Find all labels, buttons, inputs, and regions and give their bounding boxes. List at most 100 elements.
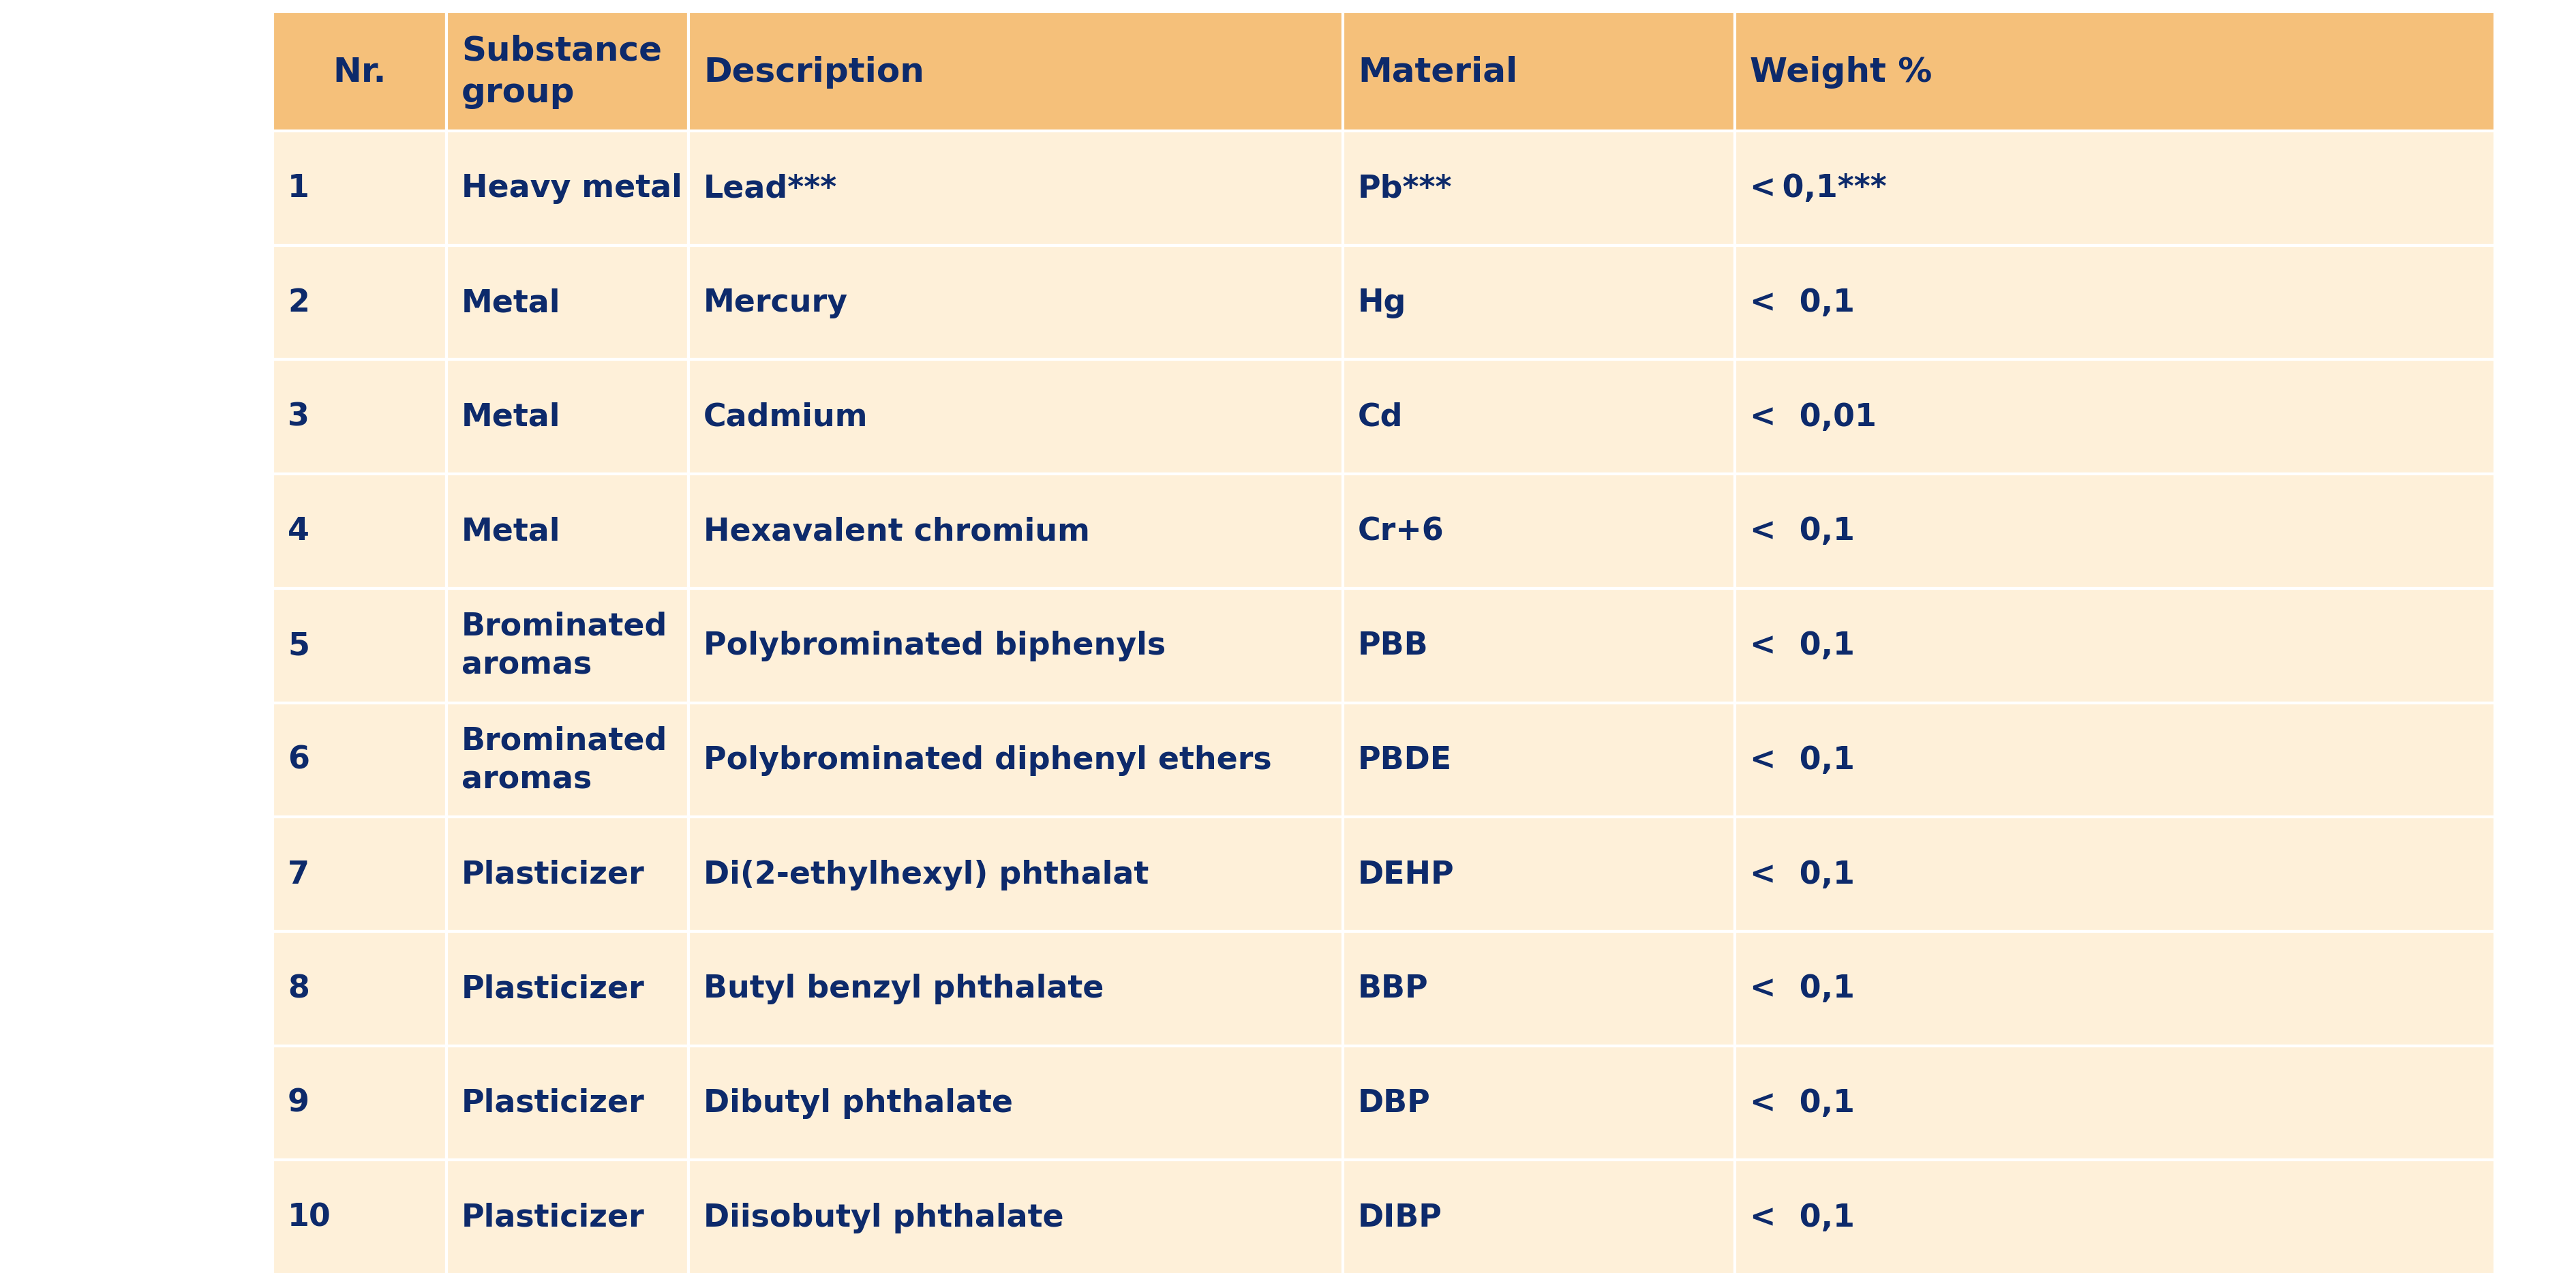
Bar <box>1342 246 1734 361</box>
Text: BBP: BBP <box>1358 974 1427 1003</box>
Text: 5: 5 <box>289 630 309 661</box>
Bar <box>446 246 688 361</box>
Bar <box>273 246 446 361</box>
Text: Brominated
aromas: Brominated aromas <box>461 611 667 680</box>
Text: Pb***: Pb*** <box>1358 174 1453 204</box>
Text: Material: Material <box>1358 55 1517 89</box>
Bar <box>446 131 688 246</box>
Bar <box>688 246 1342 361</box>
Text: 8: 8 <box>289 974 309 1003</box>
Bar <box>688 474 1342 589</box>
Bar <box>446 931 688 1046</box>
Text: <   0,1: < 0,1 <box>1749 287 1855 318</box>
Bar <box>1734 817 2494 931</box>
Bar <box>688 13 1342 131</box>
Text: Metal: Metal <box>461 402 562 433</box>
Bar <box>273 474 446 589</box>
Bar <box>446 703 688 817</box>
Text: DBP: DBP <box>1358 1087 1430 1118</box>
Text: 7: 7 <box>289 859 309 890</box>
Text: Polybrominated diphenyl ethers: Polybrominated diphenyl ethers <box>703 744 1273 775</box>
Text: Plasticizer: Plasticizer <box>461 974 644 1003</box>
Bar <box>1734 246 2494 361</box>
Bar <box>446 817 688 931</box>
Text: 4: 4 <box>289 516 309 547</box>
Bar <box>1734 474 2494 589</box>
Bar <box>1342 474 1734 589</box>
Bar <box>688 361 1342 474</box>
Bar <box>1734 131 2494 246</box>
Text: Mercury: Mercury <box>703 287 848 318</box>
Bar <box>1342 817 1734 931</box>
Text: 9: 9 <box>289 1087 309 1118</box>
Text: Di(2-ethylhexyl) phthalat: Di(2-ethylhexyl) phthalat <box>703 859 1149 890</box>
Text: Diisobutyl phthalate: Diisobutyl phthalate <box>703 1202 1064 1233</box>
Text: <   0,01: < 0,01 <box>1749 402 1875 433</box>
Text: 10: 10 <box>289 1202 332 1233</box>
Text: Hexavalent chromium: Hexavalent chromium <box>703 516 1090 547</box>
Text: 6: 6 <box>289 744 309 775</box>
Bar <box>688 703 1342 817</box>
Bar <box>1734 703 2494 817</box>
Bar <box>1342 13 1734 131</box>
Bar <box>1734 589 2494 703</box>
Text: Metal: Metal <box>461 287 562 318</box>
Text: <   0,1: < 0,1 <box>1749 1202 1855 1233</box>
Bar <box>1342 703 1734 817</box>
Bar <box>1342 1046 1734 1160</box>
Text: <   0,1: < 0,1 <box>1749 859 1855 890</box>
Text: Nr.: Nr. <box>332 55 386 89</box>
Bar <box>688 931 1342 1046</box>
Bar <box>446 1160 688 1274</box>
Text: Polybrominated biphenyls: Polybrominated biphenyls <box>703 630 1164 661</box>
Bar <box>273 13 446 131</box>
Bar <box>1342 131 1734 246</box>
Text: Heavy metal: Heavy metal <box>461 174 683 204</box>
Bar <box>273 817 446 931</box>
Text: <   0,1: < 0,1 <box>1749 516 1855 547</box>
Bar <box>1734 13 2494 131</box>
Bar <box>1342 931 1734 1046</box>
Bar <box>446 589 688 703</box>
Text: Plasticizer: Plasticizer <box>461 1202 644 1233</box>
Bar <box>1734 361 2494 474</box>
Bar <box>273 589 446 703</box>
Text: PBB: PBB <box>1358 630 1427 661</box>
Bar <box>273 1046 446 1160</box>
Text: Substance
group: Substance group <box>461 35 662 109</box>
Text: <   0,1: < 0,1 <box>1749 744 1855 775</box>
Bar <box>273 703 446 817</box>
Bar <box>446 13 688 131</box>
Text: Metal: Metal <box>461 516 562 547</box>
Text: Plasticizer: Plasticizer <box>461 859 644 890</box>
Text: Brominated
aromas: Brominated aromas <box>461 725 667 795</box>
Bar <box>688 1160 1342 1274</box>
Text: Dibutyl phthalate: Dibutyl phthalate <box>703 1087 1012 1118</box>
Text: <   0,1: < 0,1 <box>1749 974 1855 1003</box>
Text: Weight %: Weight % <box>1749 55 1932 89</box>
Bar <box>1734 1160 2494 1274</box>
Text: <   0,1: < 0,1 <box>1749 1087 1855 1118</box>
Bar <box>688 131 1342 246</box>
Text: Cd: Cd <box>1358 402 1404 433</box>
Bar <box>1342 1160 1734 1274</box>
Text: Cr+6: Cr+6 <box>1358 516 1445 547</box>
Bar <box>1734 1046 2494 1160</box>
Text: 2: 2 <box>289 287 309 318</box>
Bar <box>273 931 446 1046</box>
Bar <box>273 131 446 246</box>
Text: Cadmium: Cadmium <box>703 402 868 433</box>
Text: <   0,1: < 0,1 <box>1749 630 1855 661</box>
Bar <box>688 1046 1342 1160</box>
Text: Description: Description <box>703 55 925 89</box>
Bar <box>446 1046 688 1160</box>
Text: 3: 3 <box>289 402 309 433</box>
Bar <box>1342 361 1734 474</box>
Text: Butyl benzyl phthalate: Butyl benzyl phthalate <box>703 974 1103 1003</box>
Bar <box>1342 589 1734 703</box>
Text: Plasticizer: Plasticizer <box>461 1087 644 1118</box>
Text: Hg: Hg <box>1358 287 1406 318</box>
Text: DIBP: DIBP <box>1358 1202 1443 1233</box>
Text: 1: 1 <box>289 174 309 204</box>
Text: DEHP: DEHP <box>1358 859 1453 890</box>
